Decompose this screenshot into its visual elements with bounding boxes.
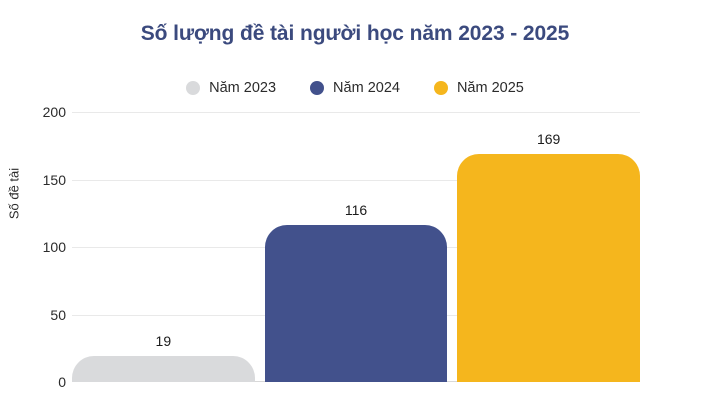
legend-label-2024: Năm 2024 (333, 80, 400, 96)
y-axis-title: Số đề tài (6, 167, 22, 220)
bar-2025[interactable] (457, 153, 640, 382)
legend-swatch-icon-2025 (433, 81, 448, 95)
gridline-150 (72, 179, 640, 181)
bar-value-label-2023: 19 (155, 333, 172, 350)
y-axis-tick-0: 0 (58, 374, 66, 390)
y-axis-tick-200: 200 (42, 104, 66, 120)
y-axis-tick-100: 100 (42, 239, 66, 255)
page-title: Số lượng đề tài người học năm 2023 - 202… (140, 22, 570, 45)
bar-2023[interactable] (72, 356, 255, 382)
legend-item-2023[interactable]: Năm 2023 (186, 80, 276, 96)
plot-area: 19 116 169 (72, 112, 640, 382)
y-axis-tick-50: 50 (50, 306, 66, 323)
chart-legend: Năm 2023 Năm 2024 Năm 2025 (0, 80, 710, 96)
legend-item-2024[interactable]: Năm 2024 (310, 80, 400, 96)
y-axis-tick-150: 150 (42, 171, 66, 188)
legend-item-2025[interactable]: Năm 2025 (433, 80, 524, 96)
bar-value-label-2025: 169 (536, 130, 561, 147)
legend-swatch-icon-2024 (310, 81, 325, 95)
legend-label-2023: Năm 2023 (209, 80, 277, 96)
legend-swatch-icon-2023 (186, 81, 201, 95)
bar-value-label-2024: 116 (344, 202, 368, 219)
bar-2024[interactable] (264, 225, 448, 382)
gridline-200 (72, 112, 640, 113)
legend-label-2025: Năm 2025 (456, 80, 524, 96)
